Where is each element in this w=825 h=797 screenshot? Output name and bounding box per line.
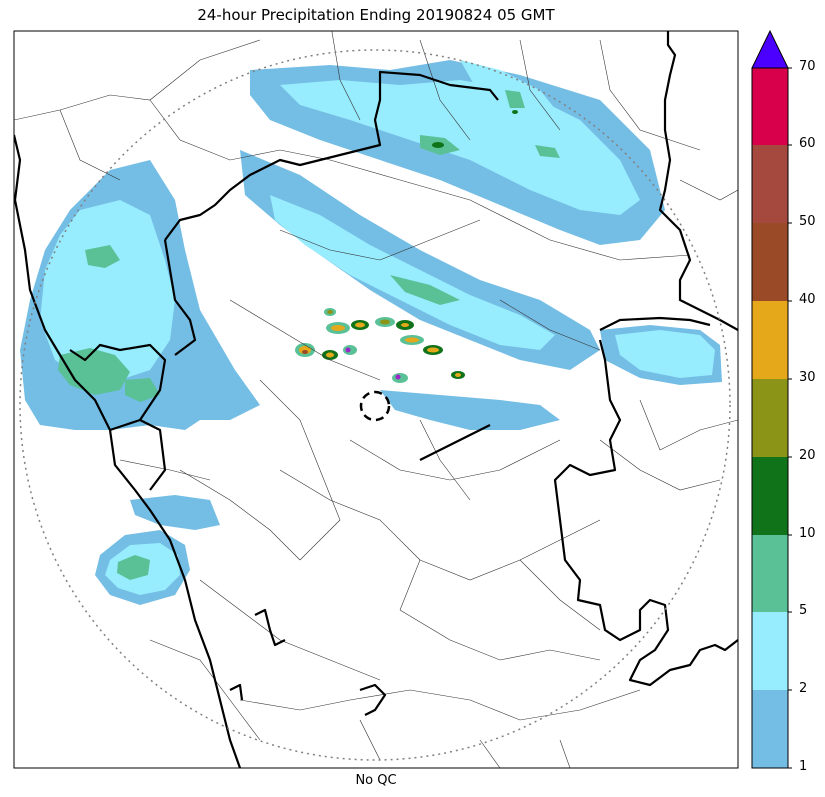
precip-green-west-2 (85, 245, 120, 268)
colorbar-tick-label: 5 (799, 603, 808, 618)
precip-green-north-2 (505, 90, 525, 108)
precip-green-sw-cell (117, 555, 150, 580)
precip-darkgreen-speck (512, 110, 518, 114)
precip-cyan-west (40, 200, 175, 380)
precip-patch-sw (130, 495, 220, 530)
map-subtitle: No QC (355, 773, 397, 788)
colorbar (751, 29, 792, 769)
map-title: 24-hour Precipitation Ending 20190824 05… (197, 6, 555, 24)
radar-range-ring (19, 49, 731, 761)
colorbar-tick-label: 1 (799, 759, 808, 774)
precip-cyan-east (615, 330, 715, 378)
colorbar-tick-label: 50 (799, 214, 816, 229)
precipitation-layer (20, 60, 722, 605)
precip-green-north-3 (535, 145, 560, 158)
precip-darkgreen-speck (432, 142, 444, 148)
colorbar-tick-label: 40 (799, 292, 816, 307)
district-boundaries (14, 31, 738, 768)
precip-area-lower (380, 390, 560, 430)
radar-site-marker (359, 390, 391, 422)
convective-cluster (295, 308, 465, 383)
precip-green-west-3 (125, 378, 160, 402)
colorbar-tick-label: 60 (799, 136, 816, 151)
colorbar-extend-triangle (751, 29, 789, 69)
colorbar-tick-label: 2 (799, 681, 808, 696)
colorbar-tick-label: 10 (799, 526, 816, 541)
colorbar-tick-label: 20 (799, 448, 816, 463)
state-boundaries (14, 31, 738, 768)
colorbar-tick-label: 70 (799, 59, 816, 74)
precip-green-band (390, 275, 460, 305)
precip-cyan-band (270, 195, 555, 350)
colorbar-tick-label: 30 (799, 370, 816, 385)
precip-green-west-1 (58, 348, 130, 395)
